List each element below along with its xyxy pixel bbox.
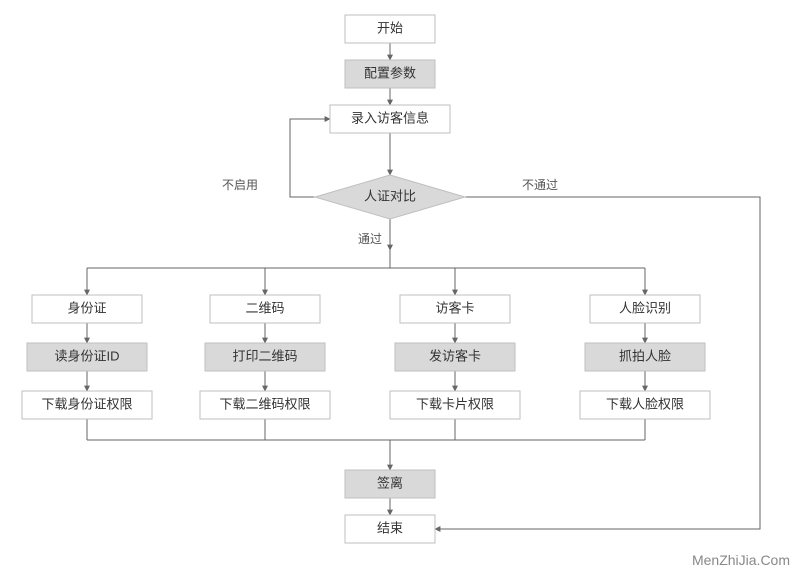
svg-text:开始: 开始 (377, 20, 403, 35)
edge-label-fail: 不通过 (522, 178, 558, 192)
nodes: 开始 配置参数 录入访客信息 人证对比 身份证 二维码 访客卡 人脸识别 读身份… (22, 15, 710, 543)
svg-text:二维码: 二维码 (245, 300, 284, 315)
node-card2: 发访客卡 (395, 343, 515, 371)
edge-label-pass: 通过 (358, 232, 382, 246)
node-face3: 下载人脸权限 (580, 391, 710, 419)
node-end: 结束 (345, 515, 435, 543)
watermark-text: MenZhiJia.Com (692, 552, 790, 568)
node-face: 人脸识别 (590, 295, 700, 323)
svg-text:配置参数: 配置参数 (364, 65, 416, 80)
node-face2: 抓拍人脸 (585, 343, 705, 371)
node-qr3: 下载二维码权限 (200, 391, 330, 419)
flowchart-canvas: 开始 配置参数 录入访客信息 人证对比 身份证 二维码 访客卡 人脸识别 读身份… (0, 0, 800, 577)
node-id2: 读身份证ID (27, 343, 147, 371)
node-signout: 签离 (345, 470, 435, 498)
node-id: 身份证 (32, 295, 142, 323)
svg-text:下载身份证权限: 下载身份证权限 (41, 396, 132, 411)
node-card3: 下载卡片权限 (390, 391, 520, 419)
edge-label-disable: 不启用 (222, 178, 258, 192)
svg-text:发访客卡: 发访客卡 (429, 348, 481, 363)
node-qr: 二维码 (210, 295, 320, 323)
node-qr2: 打印二维码 (205, 343, 325, 371)
node-config: 配置参数 (345, 60, 435, 88)
svg-text:打印二维码: 打印二维码 (232, 348, 297, 363)
svg-text:下载二维码权限: 下载二维码权限 (219, 396, 310, 411)
svg-text:下载卡片权限: 下载卡片权限 (416, 396, 494, 411)
node-id3: 下载身份证权限 (22, 391, 152, 419)
svg-text:人脸识别: 人脸识别 (619, 300, 671, 315)
node-start: 开始 (345, 15, 435, 43)
svg-text:签离: 签离 (377, 475, 403, 490)
svg-text:人证对比: 人证对比 (364, 188, 416, 203)
node-input: 录入访客信息 (330, 105, 450, 133)
node-card: 访客卡 (400, 295, 510, 323)
svg-text:录入访客信息: 录入访客信息 (351, 110, 429, 125)
svg-text:抓拍人脸: 抓拍人脸 (619, 348, 671, 363)
svg-text:读身份证ID: 读身份证ID (54, 348, 119, 363)
svg-text:结束: 结束 (377, 520, 403, 535)
svg-text:下载人脸权限: 下载人脸权限 (606, 396, 684, 411)
svg-text:身份证: 身份证 (67, 300, 106, 315)
node-compare: 人证对比 (315, 175, 465, 219)
svg-text:访客卡: 访客卡 (435, 300, 474, 315)
